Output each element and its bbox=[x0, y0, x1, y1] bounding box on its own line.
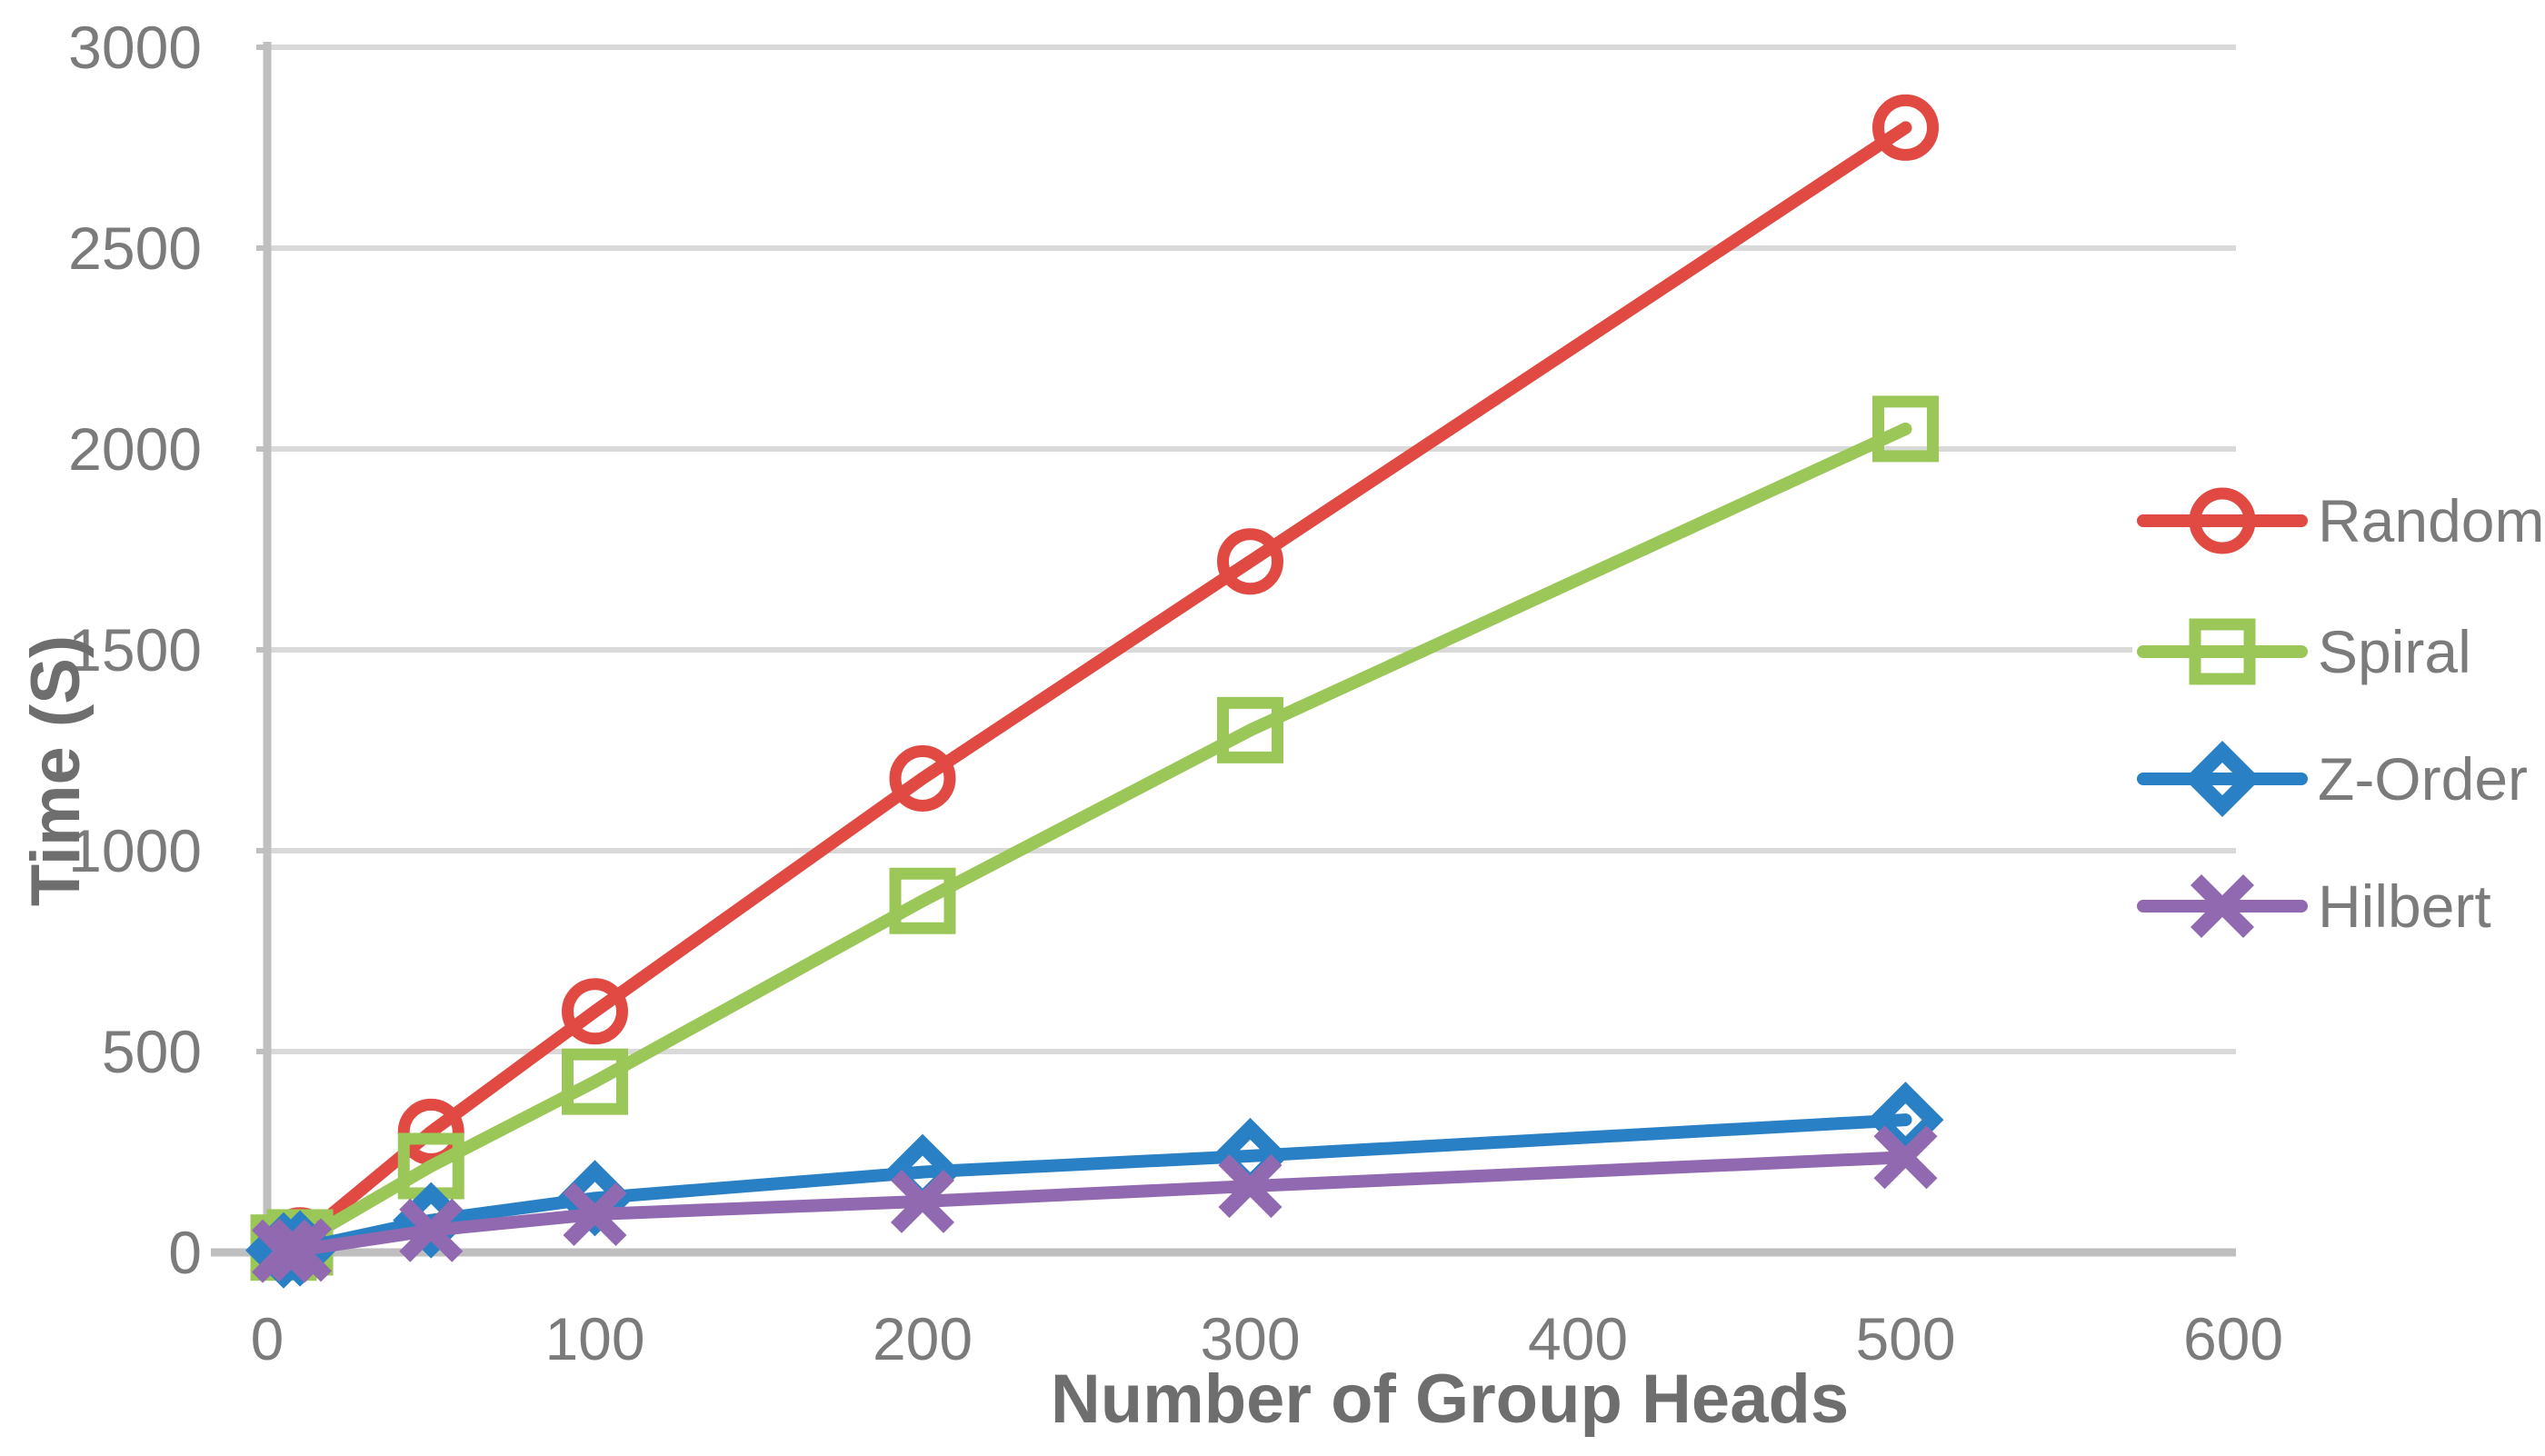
x-tick-label: 600 bbox=[2182, 1305, 2284, 1372]
series-line-spiral bbox=[277, 422, 1912, 1254]
y-tick-label: 0 bbox=[168, 1219, 202, 1286]
x-tick-label: 400 bbox=[1527, 1305, 1629, 1372]
legend-label-spiral: Spiral bbox=[2318, 618, 2471, 685]
y-tick-label: 3000 bbox=[68, 14, 202, 81]
x-tick-label: 200 bbox=[872, 1305, 973, 1372]
x-tick-label: 300 bbox=[1200, 1305, 1301, 1372]
marker-legend-z-order bbox=[2183, 740, 2261, 818]
legend-label-random: Random bbox=[2318, 487, 2545, 554]
y-axis-title: Time (S) bbox=[17, 634, 95, 907]
x-tick-label: 100 bbox=[544, 1305, 645, 1372]
y-tick-label: 2500 bbox=[68, 214, 202, 282]
marker-hilbert bbox=[1218, 1154, 1282, 1219]
marker-legend-random bbox=[2189, 487, 2256, 554]
marker-hilbert bbox=[563, 1182, 627, 1247]
x-axis-title: Number of Group Heads bbox=[1050, 1361, 1850, 1438]
x-tick-label: 0 bbox=[250, 1305, 284, 1372]
marker-spiral bbox=[1217, 696, 1283, 763]
series-line-z-order bbox=[277, 1113, 1912, 1257]
y-tick-label: 1000 bbox=[68, 817, 202, 884]
marker-hilbert bbox=[399, 1198, 464, 1262]
y-tick-label: 500 bbox=[101, 1018, 202, 1085]
marker-spiral bbox=[889, 867, 956, 934]
legend-label-hilbert: Hilbert bbox=[2318, 873, 2491, 940]
marker-random bbox=[562, 978, 628, 1045]
marker-random bbox=[1217, 528, 1283, 595]
x-tick-label: 500 bbox=[1855, 1305, 1956, 1372]
legend-label-z-order: Z-Order bbox=[2318, 745, 2528, 813]
marker-spiral bbox=[562, 1048, 628, 1115]
y-tick-label: 2000 bbox=[68, 415, 202, 483]
marker-random bbox=[1872, 94, 1939, 161]
marker-legend-hilbert bbox=[2190, 873, 2255, 939]
y-tick-label: 1500 bbox=[68, 616, 202, 683]
marker-hilbert bbox=[252, 1219, 316, 1283]
marker-hilbert bbox=[1873, 1125, 1938, 1190]
marker-legend-spiral bbox=[2189, 618, 2256, 685]
marker-random bbox=[889, 744, 956, 812]
marker-hilbert bbox=[890, 1169, 955, 1233]
series-line-random bbox=[277, 121, 1912, 1253]
marker-hilbert bbox=[268, 1218, 333, 1282]
marker-spiral bbox=[1872, 395, 1939, 463]
